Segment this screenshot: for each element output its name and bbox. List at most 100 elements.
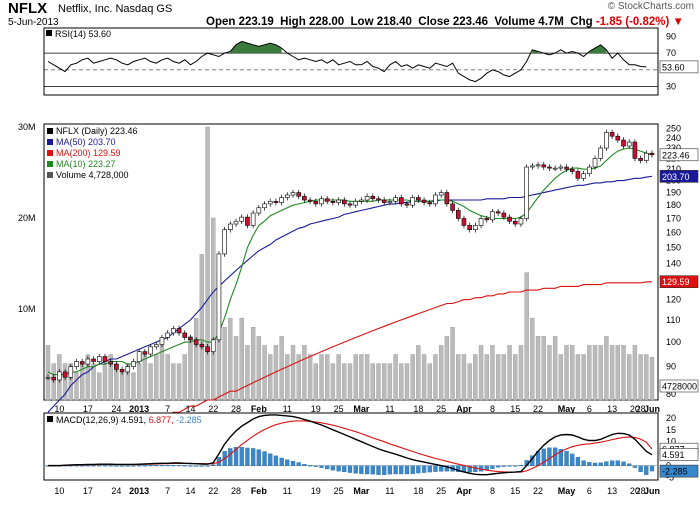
- macd-hist-bar: [587, 462, 592, 466]
- macd-hist-bar: [609, 460, 615, 466]
- macd-hist-bar: [262, 451, 267, 466]
- price-x-axis-tick-label: 22: [208, 404, 218, 414]
- candle-body: [581, 173, 586, 179]
- macd-line: [48, 414, 653, 476]
- rsi-last-tag-box: [659, 60, 699, 74]
- candle-body: [85, 358, 91, 365]
- price-x-axis-tick-label: 6: [587, 404, 592, 414]
- legend-nflx-label: NFLX (Daily) 223.46: [56, 126, 138, 136]
- volume-bar: [609, 345, 615, 401]
- volume-bar: [547, 345, 552, 401]
- stockcharts-logo[interactable]: © StockCharts.com: [607, 1, 694, 12]
- candle-body: [307, 199, 313, 202]
- candle-body: [256, 207, 262, 214]
- macd-hist-bar: [119, 465, 125, 467]
- legend-volume-label: Volume 4,728,000: [56, 170, 129, 180]
- volume-bar: [239, 317, 244, 401]
- candle-body: [478, 218, 484, 226]
- volume-bar: [262, 345, 267, 401]
- legend-ma200-marker: [47, 150, 53, 156]
- candle-body: [136, 351, 142, 362]
- macd-hist-bar: [245, 447, 250, 466]
- price-tick-label: 230: [666, 143, 681, 153]
- volume-bar: [444, 336, 450, 401]
- rsi-legend-marker: [46, 30, 52, 36]
- price-tick-label: 240: [666, 133, 681, 143]
- close-price-tag-box: [659, 148, 699, 162]
- macd-x-axis-tick-label: 28: [231, 486, 241, 496]
- volume-tick-label: 30M: [18, 122, 36, 132]
- legend-ma200-label: MA(200) 129.59: [56, 148, 121, 158]
- macd-hist-bar: [581, 460, 586, 466]
- volume-bar: [621, 345, 626, 401]
- open-label: Open: [206, 16, 236, 28]
- volume-bar: [632, 345, 638, 401]
- volume-bar: [564, 345, 569, 401]
- macd-hist-bar: [552, 447, 558, 466]
- price-tick-label: 110: [666, 315, 680, 325]
- volume-last-tag: 4728000: [662, 382, 697, 392]
- macd-x-axis-tick-label: 10: [54, 486, 64, 496]
- candle-body: [473, 225, 478, 231]
- macd-hist-bar: [342, 465, 347, 473]
- price-x-axis-tick-label: 24: [111, 404, 121, 414]
- macd-hist-bar: [382, 465, 387, 475]
- legend-ma50-label: MA(50) 203.70: [56, 137, 116, 147]
- candle-body: [530, 165, 535, 168]
- candle-body: [569, 168, 575, 172]
- candle-body: [626, 141, 632, 147]
- macd-hist-bar: [285, 459, 290, 466]
- macd-x-axis-tick-label: 19: [311, 486, 321, 496]
- candle-body: [62, 371, 68, 378]
- volume-bar: [644, 354, 649, 401]
- macd-hist-bar: [199, 465, 204, 467]
- candle-body: [176, 328, 182, 334]
- volume-bar: [307, 354, 313, 401]
- candle-body: [153, 344, 159, 348]
- volume-bar: [148, 363, 153, 401]
- candle-body: [239, 216, 245, 222]
- macd-hist-bar: [250, 448, 256, 466]
- macd-hist-bar: [91, 465, 96, 467]
- volume-bar: [68, 363, 73, 401]
- volume-tick-label: 10M: [18, 304, 36, 314]
- macd-hist-bar: [627, 463, 632, 466]
- macd-hist-bar: [159, 465, 165, 467]
- volume-bar: [353, 354, 358, 401]
- volume-bar: [131, 372, 136, 401]
- price-x-axis-tick-label: 28: [231, 404, 241, 414]
- candle-body: [524, 166, 529, 219]
- price-x-axis-tick-label: 28: [636, 404, 646, 414]
- volume-bar: [638, 354, 643, 401]
- candle-body: [381, 199, 387, 203]
- macd-tick-label: 20: [666, 413, 676, 423]
- volume-bar: [182, 354, 187, 401]
- legend-ma50-marker: [47, 139, 53, 145]
- price-tick-label: 90: [666, 362, 676, 372]
- volume-bar: [535, 336, 541, 401]
- macd-legend-label: MACD(12,26,9) 4.591, 6.877, -2.285: [56, 415, 202, 425]
- candle-body: [359, 199, 364, 202]
- candle-body: [438, 192, 444, 196]
- price-x-axis-tick-label: 2013: [129, 404, 149, 414]
- volume-bar: [473, 354, 478, 401]
- chart-header: NFLX Netflix, Inc. Nasdaq GS 5-Jun-2013 …: [0, 0, 700, 30]
- macd-hist-bar: [239, 447, 244, 466]
- macd-hist-bar: [268, 453, 273, 466]
- macd-hist-bar: [393, 465, 398, 475]
- volume-bar: [142, 354, 148, 401]
- macd-x-axis-tick-label: 22: [533, 486, 543, 496]
- price-tick-label: 80: [666, 389, 676, 399]
- volume-bar: [575, 354, 581, 401]
- macd-hist-bar: [85, 465, 91, 467]
- volume-bar: [211, 217, 216, 401]
- volume-bar: [524, 272, 529, 401]
- legend-nflx-marker: [47, 128, 53, 134]
- candle-body: [564, 166, 569, 170]
- macd-hist-bar: [359, 465, 364, 474]
- candle-body: [495, 211, 501, 214]
- candle-body: [649, 152, 655, 156]
- candle-body: [387, 201, 393, 203]
- volume-tick-label: 20M: [18, 213, 36, 223]
